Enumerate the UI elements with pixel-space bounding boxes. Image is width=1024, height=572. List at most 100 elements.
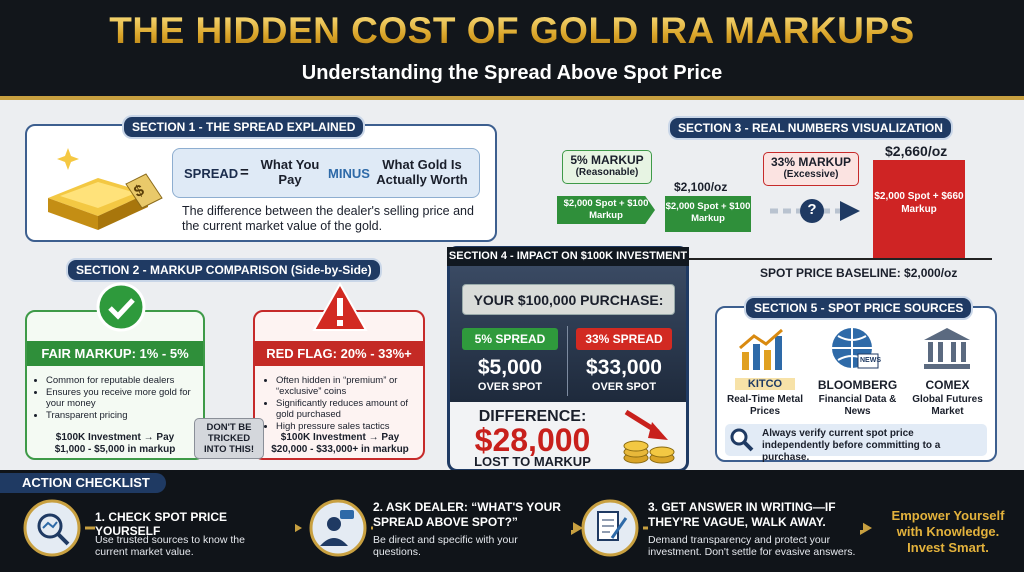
comparison-arrow bbox=[770, 199, 860, 223]
shape bbox=[602, 519, 614, 533]
step-heading: 1. CHECK SPOT PRICE YOURSELF bbox=[95, 510, 295, 538]
red-heading: RED FLAG: 20% - 33%+ bbox=[255, 341, 423, 366]
shape bbox=[56, 532, 70, 546]
shape bbox=[96, 282, 146, 332]
shape bbox=[327, 517, 341, 531]
shape bbox=[623, 440, 649, 452]
source-description: Global Futures Market bbox=[912, 394, 983, 417]
shape bbox=[924, 364, 970, 369]
source-name: COMEX bbox=[925, 378, 970, 392]
formula-right: What Gold Is Actually Worth bbox=[376, 157, 468, 187]
shape bbox=[108, 298, 135, 320]
section4-title: SECTION 4 - IMPACT ON $100K INVESTMENT bbox=[447, 247, 689, 266]
shape bbox=[840, 201, 860, 221]
shape bbox=[60, 182, 136, 208]
thirtythree-price: $2,660/oz bbox=[885, 143, 948, 159]
left-caption: OVER SPOT bbox=[477, 381, 543, 393]
difference-amount: $28,000 bbox=[474, 422, 591, 458]
five-arrow-label: $2,000 Spot + $100 Markup bbox=[557, 196, 655, 224]
shape bbox=[800, 199, 824, 223]
question-mark: ? bbox=[807, 201, 817, 218]
shape bbox=[860, 521, 872, 535]
coins-icon bbox=[623, 409, 675, 464]
fair-bullets: Common for reputable dealers Ensures you… bbox=[32, 375, 202, 422]
bank-icon bbox=[924, 328, 970, 369]
section2-title: SECTION 2 - MARKUP COMPARISON (Side-by-S… bbox=[66, 258, 382, 282]
difference-label: DIFFERENCE: bbox=[478, 408, 587, 425]
thirtythree-label-box: 33% MARKUP (Excessive) bbox=[763, 152, 859, 186]
shape bbox=[951, 342, 956, 362]
divider bbox=[567, 326, 568, 396]
baseline-label: SPOT PRICE BASELINE: $2,000/oz bbox=[760, 266, 958, 280]
section5-title: SECTION 5 - SPOT PRICE SOURCES bbox=[744, 296, 974, 320]
left-label: 5% SPREAD bbox=[462, 328, 558, 350]
globe-icon bbox=[832, 328, 879, 369]
fair-example: $100K Investment → Pay $1,000 - $5,000 i… bbox=[54, 432, 176, 455]
shape bbox=[938, 342, 943, 362]
formula-equals: = bbox=[240, 164, 249, 181]
shape bbox=[37, 513, 63, 539]
shape bbox=[764, 350, 771, 370]
five-label: 5% MARKUP bbox=[570, 153, 644, 167]
shape bbox=[57, 148, 79, 170]
shape bbox=[98, 193, 148, 230]
shape bbox=[742, 440, 754, 452]
bullet: Often hidden in “premium” or “exclusive”… bbox=[276, 375, 422, 397]
sources-note: Always verify current spot price indepen… bbox=[762, 428, 941, 463]
red-example: $100K Investment → Pay $20,000 - $33,000… bbox=[271, 432, 409, 455]
five-label-box: 5% MARKUP (Reasonable) bbox=[562, 150, 652, 184]
shape bbox=[48, 198, 98, 230]
formula-box bbox=[172, 148, 480, 198]
shape bbox=[571, 521, 583, 535]
shape bbox=[924, 328, 970, 340]
shape bbox=[742, 352, 749, 370]
bullet: Common for reputable dealers bbox=[46, 375, 202, 386]
five-price: $2,100/oz bbox=[674, 180, 728, 194]
gold-bar-icon bbox=[48, 148, 163, 230]
warning-icon bbox=[312, 281, 368, 331]
shape bbox=[42, 521, 58, 529]
shape bbox=[610, 517, 628, 539]
step-text: Be direct and specific with your questio… bbox=[373, 534, 518, 558]
five-bar: $2,000 Spot + $100 Markup bbox=[665, 196, 751, 232]
chart-icon bbox=[739, 328, 783, 370]
header: THE HIDDEN COST OF GOLD IRA MARKUPS Unde… bbox=[0, 0, 1024, 100]
shape bbox=[739, 328, 783, 350]
source-name: BLOOMBERG bbox=[817, 378, 898, 392]
formula-left: What You Pay bbox=[260, 157, 320, 187]
step-text: Use trusted sources to know the current … bbox=[95, 534, 245, 558]
shape bbox=[928, 342, 933, 362]
baseline-line bbox=[662, 258, 992, 260]
shape bbox=[730, 428, 748, 446]
shape bbox=[753, 344, 760, 370]
closing: Empower Yourself with Knowledge. Invest … bbox=[891, 508, 1005, 555]
warning-note: DON'T BE TRICKED INTO THIS! bbox=[194, 418, 264, 459]
formula-operator: MINUS bbox=[328, 166, 370, 181]
section1-description: The difference between the dealer's sell… bbox=[182, 204, 474, 233]
shape bbox=[832, 328, 872, 368]
step-text: Demand transparency and protect your inv… bbox=[648, 534, 856, 558]
check-icon bbox=[96, 282, 146, 332]
shape bbox=[857, 353, 879, 369]
bullet: Transparent pricing bbox=[46, 410, 202, 421]
source-description: Real-Time Metal Prices bbox=[727, 394, 803, 417]
thirtythree-bar: $2,000 Spot + $660 Markup bbox=[873, 160, 965, 258]
five-note: (Reasonable) bbox=[575, 167, 639, 178]
shape bbox=[648, 422, 668, 440]
shape bbox=[337, 298, 343, 316]
shape bbox=[23, 499, 81, 557]
shape bbox=[320, 538, 348, 546]
bullet: Ensures you receive more gold for your m… bbox=[46, 387, 202, 409]
shape bbox=[961, 342, 966, 362]
shape bbox=[337, 320, 343, 326]
news-icon-text: NEWS bbox=[860, 357, 881, 364]
shape bbox=[340, 510, 354, 519]
right-label: 33% SPREAD bbox=[576, 328, 672, 350]
purchase-box: YOUR $100,000 PURCHASE: bbox=[462, 284, 675, 315]
step-heading: 2. ASK DEALER: “WHAT'S YOUR SPREAD ABOVE… bbox=[373, 500, 573, 530]
fair-heading: FAIR MARKUP: 1% - 5% bbox=[27, 341, 203, 366]
thirtythree-label: 33% MARKUP bbox=[770, 155, 851, 169]
checklist-title: ACTION CHECKLIST bbox=[0, 473, 166, 493]
formula-term: SPREAD bbox=[184, 166, 239, 181]
